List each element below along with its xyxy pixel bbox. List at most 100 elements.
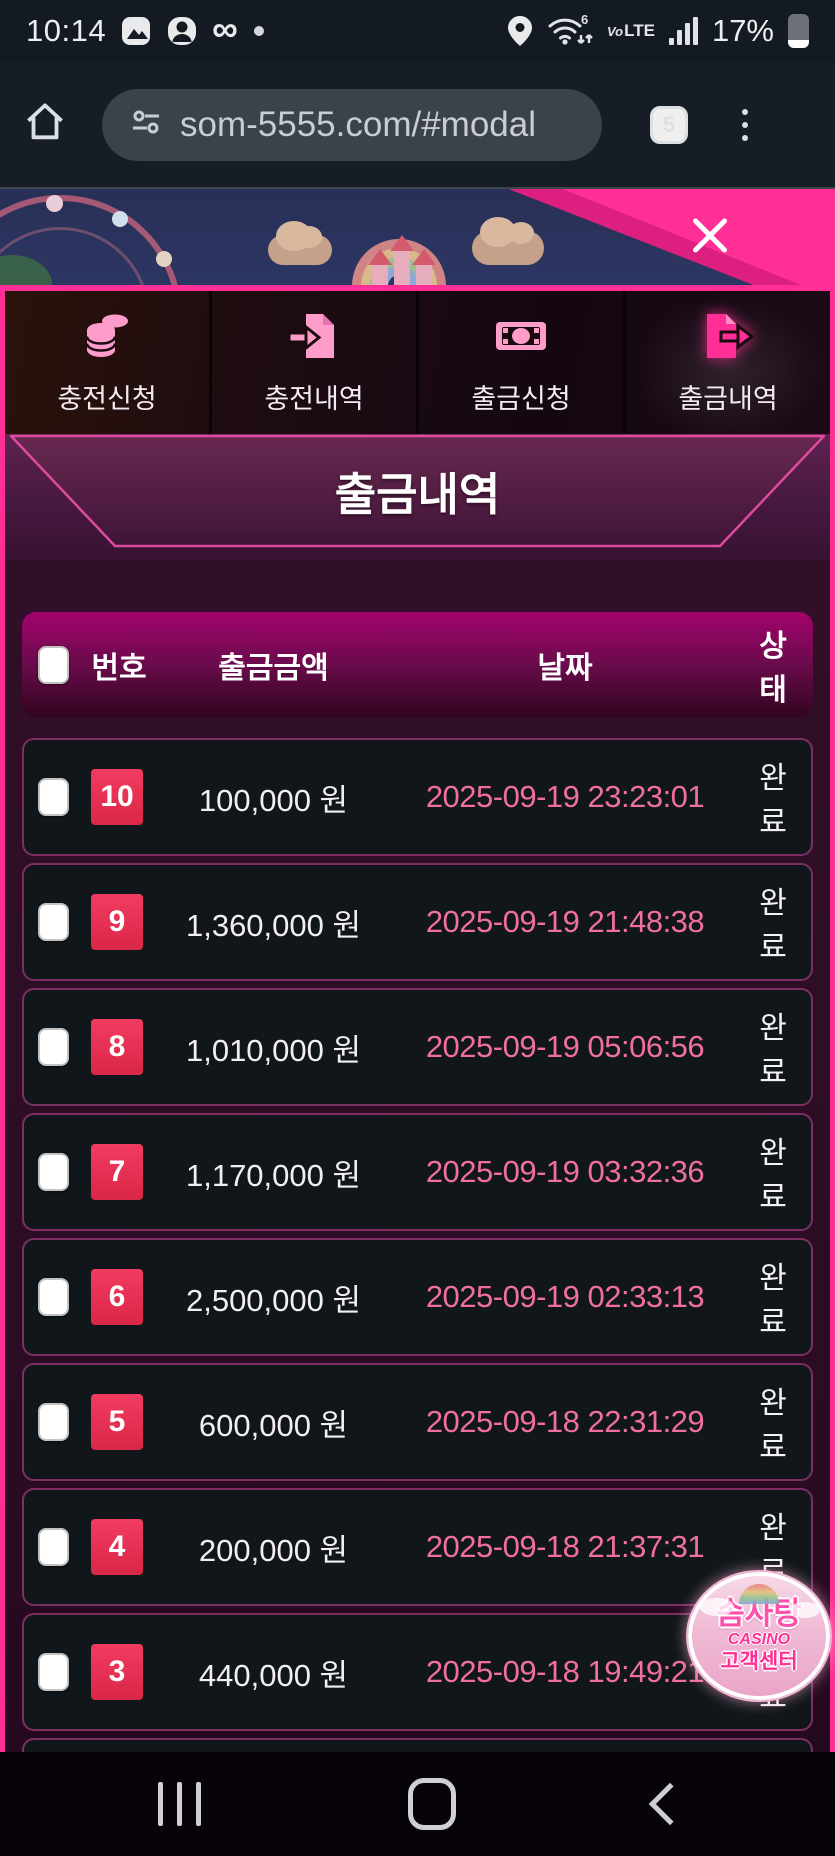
row-date: 2025-09-19 02:33:13 [425, 1279, 705, 1314]
row-checkbox[interactable] [38, 778, 69, 816]
table-row: 6 2,500,000 원 2025-09-19 02:33:13 완료 [22, 1238, 813, 1356]
avatar-icon [166, 15, 198, 47]
table-row: 3 440,000 원 2025-09-18 19:49:21 완료 [22, 1613, 813, 1731]
tune-icon [128, 104, 164, 145]
row-date: 2025-09-19 23:23:01 [425, 779, 705, 814]
badge-casino-label: CASINO [727, 1631, 791, 1649]
row-number-badge: 10 [91, 769, 143, 825]
row-amount: 600,000 원 [198, 1407, 349, 1443]
row-amount: 100,000 원 [198, 782, 349, 818]
row-status: 완료 [759, 1387, 787, 1464]
android-nav-bar [0, 1752, 835, 1856]
file-import-icon [286, 307, 342, 365]
table-row: 8 1,010,000 원 2025-09-19 05:06:56 완료 [22, 988, 813, 1106]
tab-deposit-request[interactable]: 충전신청 [5, 291, 209, 434]
row-checkbox[interactable] [38, 1528, 69, 1566]
table-header: 번호 출금금액 날짜 상태 [22, 612, 813, 717]
ferris-cabin [156, 251, 172, 267]
row-date: 2025-09-19 21:48:38 [425, 904, 705, 939]
row-date: 2025-09-19 05:06:56 [425, 1029, 705, 1064]
row-number-badge: 3 [91, 1644, 143, 1700]
col-header-no: 번호 [91, 651, 147, 685]
ferris-cabin [46, 195, 63, 212]
svg-text:6: 6 [581, 13, 588, 27]
tab-label: 충전내역 [264, 383, 364, 414]
browser-menu-icon[interactable] [742, 108, 748, 141]
close-icon[interactable] [685, 211, 735, 261]
coins-icon [79, 307, 135, 365]
tab-withdraw-history[interactable]: 출금내역 [623, 291, 830, 434]
row-status: 완료 [759, 1012, 787, 1089]
col-header-amount: 출금금액 [218, 651, 329, 685]
row-status: 완료 [759, 887, 787, 964]
site-hero-banner [0, 189, 835, 285]
table-area: 번호 출금금액 날짜 상태 10 100,000 원 2025-09-19 23… [5, 560, 830, 1752]
badge-cloud-art [700, 1598, 734, 1616]
row-amount: 1,010,000 원 [185, 1032, 362, 1068]
badge-customer-center-label: 고객센터 [720, 1650, 798, 1674]
row-number-badge: 8 [91, 1019, 143, 1075]
row-amount: 440,000 원 [198, 1657, 349, 1693]
row-checkbox[interactable] [38, 1278, 69, 1316]
row-status: 완료 [759, 1137, 787, 1214]
recents-icon[interactable] [150, 1774, 209, 1834]
row-number-badge: 7 [91, 1144, 143, 1200]
col-header-date: 날짜 [537, 651, 593, 685]
table-rows: 10 100,000 원 2025-09-19 23:23:01 완료 9 1,… [22, 738, 813, 1752]
tab-deposit-history[interactable]: 충전내역 [209, 291, 416, 434]
table-row: 10 100,000 원 2025-09-19 23:23:01 완료 [22, 738, 813, 856]
banknote-icon [493, 307, 549, 365]
row-date: 2025-09-19 03:32:36 [425, 1154, 705, 1189]
select-all-checkbox[interactable] [38, 645, 69, 684]
back-icon[interactable] [648, 1782, 692, 1826]
battery-icon [788, 14, 809, 48]
row-number-badge: 5 [91, 1394, 143, 1450]
row-checkbox[interactable] [38, 1028, 69, 1066]
image-icon [120, 15, 152, 47]
customer-center-badge[interactable]: 솜사탕 CASINO 고객센터 [688, 1572, 830, 1700]
table-row: 5 600,000 원 2025-09-18 22:31:29 완료 [22, 1363, 813, 1481]
badge-cloud-art [790, 1602, 820, 1618]
tab-withdraw-request[interactable]: 출금신청 [416, 291, 623, 434]
modal-header-wedge [495, 189, 835, 285]
castle-art [368, 235, 436, 285]
home-icon[interactable] [22, 99, 68, 150]
file-export-icon [700, 307, 756, 365]
ferris-cabin [112, 211, 128, 227]
page-title: 출금내역 [334, 469, 501, 520]
row-number-badge: 6 [91, 1269, 143, 1325]
col-header-status: 상태 [759, 629, 787, 707]
row-checkbox[interactable] [38, 903, 69, 941]
table-row: 7 1,170,000 원 2025-09-19 03:32:36 완료 [22, 1113, 813, 1231]
tab-label: 출금내역 [678, 383, 778, 414]
title-section: 출금내역 [5, 434, 830, 560]
home-nav-icon[interactable] [408, 1778, 456, 1830]
modal-tabs: 충전신청 충전내역 [5, 291, 830, 434]
row-number-badge: 9 [91, 894, 143, 950]
tab-switcher-button[interactable]: 5 [650, 105, 688, 144]
row-status: 완료 [759, 762, 787, 839]
url-text: som-5555.com/#modal [180, 104, 536, 144]
row-checkbox[interactable] [38, 1403, 69, 1441]
address-bar[interactable]: som-5555.com/#modal [102, 88, 602, 161]
withdraw-history-modal: 충전신청 충전내역 [0, 285, 835, 1752]
row-date: 2025-09-18 22:31:29 [425, 1404, 705, 1439]
row-amount: 1,170,000 원 [185, 1157, 362, 1193]
signal-icon [668, 17, 698, 45]
cloud-art [472, 217, 544, 265]
cloud-art [268, 221, 332, 265]
row-amount: 2,500,000 원 [185, 1282, 362, 1318]
notification-dot [253, 26, 264, 36]
row-checkbox[interactable] [38, 1153, 69, 1191]
browser-toolbar: som-5555.com/#modal 5 [0, 62, 835, 189]
battery-percent: 17% [711, 13, 774, 48]
tab-label: 출금신청 [471, 383, 571, 414]
tab-label: 충전신청 [57, 383, 157, 414]
row-checkbox[interactable] [38, 1653, 69, 1691]
row-date: 2025-09-18 21:37:31 [425, 1529, 705, 1564]
status-bar: 10:14 ∞ 6 [0, 0, 835, 62]
table-row-partial [22, 1738, 813, 1752]
row-date: 2025-09-18 19:49:21 [425, 1654, 705, 1689]
location-icon [507, 15, 533, 47]
